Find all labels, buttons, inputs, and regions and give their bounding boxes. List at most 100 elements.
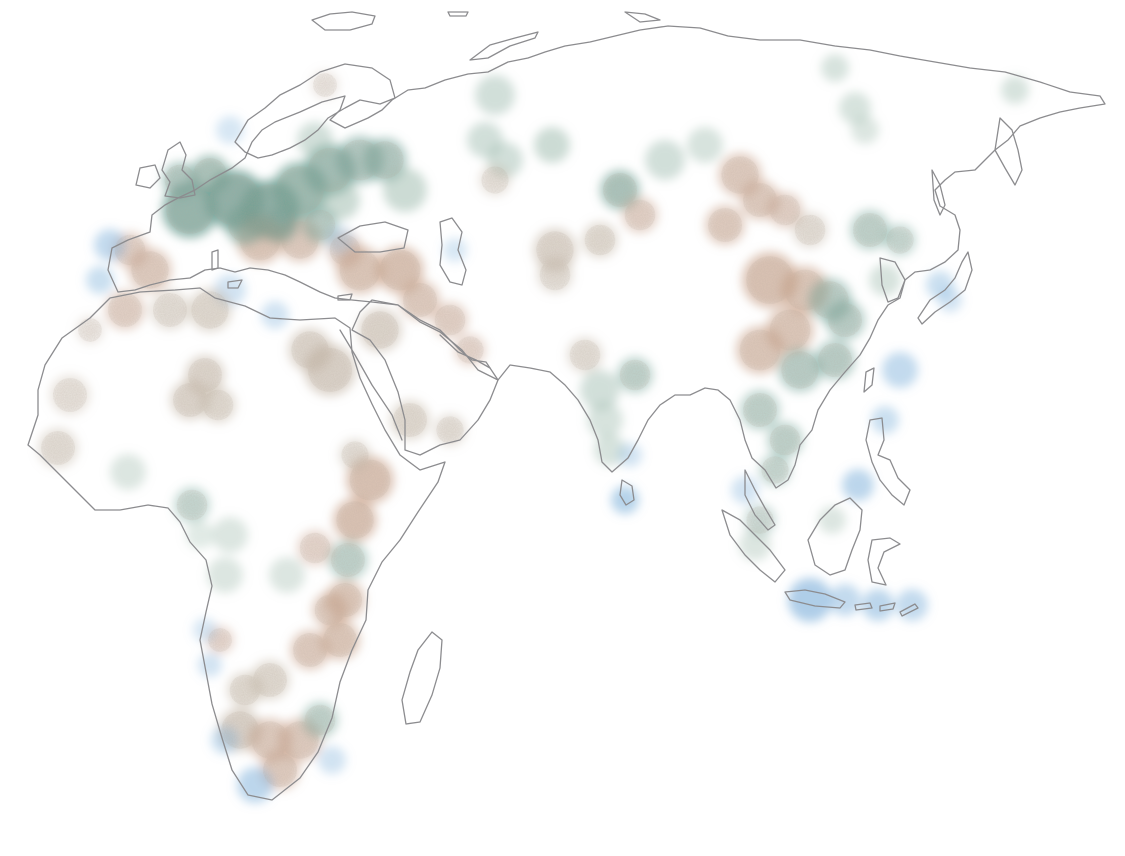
relief-grain-earth xyxy=(208,628,232,652)
relief-grain-desert xyxy=(188,358,222,392)
relief-grain-earth xyxy=(434,304,466,336)
relief-grain-desert xyxy=(191,291,229,329)
relief-blotch-sage xyxy=(269,557,305,593)
coastline-eurasia xyxy=(107,25,1106,489)
relief-grain-earth xyxy=(323,623,357,657)
relief-grain-forest xyxy=(828,303,862,337)
relief-blotch-sage xyxy=(821,54,849,82)
coastline-java xyxy=(784,589,846,609)
relief-blotch-sage xyxy=(207,557,243,593)
relief-blotch-sage xyxy=(739,529,771,561)
relief-grain-desert xyxy=(584,224,616,256)
relief-blotch-sage xyxy=(580,370,620,410)
relief-grain-earth xyxy=(339,249,381,291)
coastline-philippines xyxy=(865,417,911,506)
relief-grain-forest xyxy=(304,209,336,241)
relief-grain-forest xyxy=(853,213,887,247)
relief-grain-earth xyxy=(721,156,759,194)
relief-grain-desert xyxy=(202,389,234,421)
relief-grain-desert xyxy=(436,416,464,444)
coastline-africa xyxy=(27,287,446,801)
relief-blotch-sage xyxy=(1001,76,1029,104)
relief-grain-desert xyxy=(393,403,427,437)
relief-grain-earth xyxy=(293,633,327,667)
relief-grain-desert xyxy=(536,231,574,269)
coastline-persian-gulf xyxy=(439,334,491,369)
relief-grain-earth xyxy=(299,532,331,564)
relief-grain-earth xyxy=(743,183,777,217)
relief-grain-desert xyxy=(794,214,826,246)
relief-grain-desert xyxy=(361,311,399,349)
relief-grain-earth xyxy=(108,293,142,327)
relief-grain-desert xyxy=(41,431,75,465)
relief-grain-forest xyxy=(769,424,801,456)
relief-blotch-water xyxy=(862,589,894,621)
relief-blotch-sage xyxy=(818,506,846,534)
relief-grain-desert xyxy=(53,378,87,412)
relief-blotch-sage xyxy=(212,517,248,553)
relief-grain-forest xyxy=(761,456,789,484)
relief-blotch-sage xyxy=(594,434,626,466)
coastline-britain xyxy=(161,141,196,199)
coastline-sri-lanka xyxy=(619,479,635,506)
relief-blotch-water xyxy=(198,653,222,677)
relief-grain-desert xyxy=(341,441,369,469)
relief-blotch-sage xyxy=(839,92,871,124)
coastline-svalbard xyxy=(447,11,469,17)
relief-blotch-water xyxy=(261,301,289,329)
relief-grain-desert xyxy=(313,73,337,97)
relief-grain-earth xyxy=(624,199,656,231)
relief-blotch-sage xyxy=(587,402,623,438)
coastline-borneo xyxy=(807,497,863,576)
coastline-sakhalin xyxy=(931,169,946,216)
coastline-layer xyxy=(27,11,1106,801)
relief-grain-earth xyxy=(314,594,346,626)
coastline-franz-josef xyxy=(624,11,661,23)
coastline-caspian xyxy=(439,217,467,286)
coastline-malay-peninsula xyxy=(744,469,776,531)
relief-grain-forest xyxy=(366,141,404,179)
relief-grain-earth xyxy=(403,283,437,317)
relief-blotch-water xyxy=(829,584,861,616)
coastline-scandinavia xyxy=(234,63,396,159)
relief-blotch-sage xyxy=(869,264,901,296)
coastline-iceland xyxy=(311,11,376,31)
coastline-novaya-zemlya xyxy=(469,31,539,61)
relief-grain-forest xyxy=(619,359,651,391)
relief-blotch-water xyxy=(86,266,114,294)
coastline-madagascar xyxy=(401,631,443,725)
relief-grain-desert xyxy=(253,663,287,697)
relief-grain-desert xyxy=(569,339,601,371)
relief-grain-earth xyxy=(708,208,742,242)
coastline-red-sea xyxy=(339,329,403,441)
relief-grain-earth xyxy=(349,459,391,501)
coastline-lesser-sunda xyxy=(854,602,919,617)
relief-grain-desert xyxy=(221,711,259,749)
relief-grain-earth xyxy=(769,194,801,226)
coastline-sumatra xyxy=(721,509,786,583)
relief-blotch-water xyxy=(318,746,346,774)
relief-grain-earth xyxy=(263,753,297,787)
relief-grain-forest xyxy=(781,351,819,389)
coastline-sulawesi xyxy=(867,537,901,586)
coastline-ireland xyxy=(135,164,161,189)
relief-blotch-sage xyxy=(186,521,214,549)
relief-grain-desert xyxy=(153,293,187,327)
relief-grain-forest xyxy=(176,489,208,521)
relief-grain-earth xyxy=(769,309,811,351)
relief-blotch-water xyxy=(882,352,918,388)
relief-grain-earth xyxy=(739,329,781,371)
relief-blotch-sage xyxy=(534,127,570,163)
relief-blotch-water xyxy=(611,486,639,514)
relief-grain-forest xyxy=(603,173,637,207)
relief-grain-forest xyxy=(886,226,914,254)
coastline-japan xyxy=(917,251,973,325)
relief-grain-forest xyxy=(193,158,227,192)
relief-blotch-sage xyxy=(851,116,879,144)
relief-grain-earth xyxy=(746,256,794,304)
relief-blotch-water xyxy=(216,116,244,144)
relief-blotch-sage xyxy=(687,127,723,163)
relief-grain-forest xyxy=(228,208,262,242)
relief-grain-forest xyxy=(743,393,777,427)
